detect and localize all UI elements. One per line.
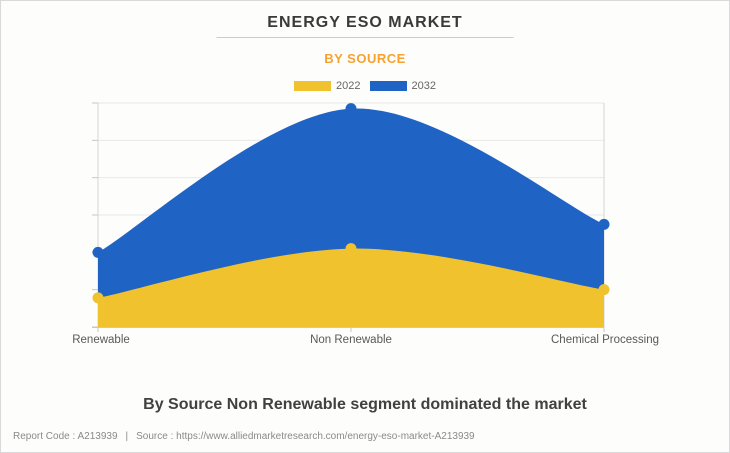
data-point-2022-non-renewable[interactable] [345, 243, 357, 255]
data-point-2032-renewable[interactable] [92, 246, 104, 258]
chart-title: ENERGY ESO MARKET [267, 14, 463, 31]
legend: 2022 2032 [1, 80, 729, 92]
x-axis-label-non-renewable: Non Renewable [310, 334, 392, 346]
x-axis-label-renewable: Renewable [72, 334, 130, 346]
footer-separator: | [125, 431, 129, 442]
legend-swatch-2022 [294, 81, 332, 91]
legend-label-2022: 2022 [336, 80, 361, 92]
title-divider [216, 37, 514, 38]
report-footer: Report Code : A213939 | Source : https://w… [13, 431, 717, 442]
legend-item-2022[interactable]: 2022 [294, 80, 361, 92]
area-series-2022 [98, 248, 604, 327]
x-axis-label-chemical-processing: Chemical Processing [550, 334, 660, 346]
source-url: Source : https://www.alliedmarketresearc… [136, 431, 475, 442]
legend-item-2032[interactable]: 2032 [369, 80, 436, 92]
data-point-2032-chemical-processing[interactable] [598, 218, 610, 230]
data-point-2032-non-renewable[interactable] [345, 103, 357, 115]
legend-label-2032: 2032 [411, 80, 436, 92]
chart-caption: By Source Non Renewable segment dominate… [143, 396, 587, 413]
chart-subtitle: BY SOURCE [324, 51, 406, 66]
data-point-2022-renewable[interactable] [92, 292, 104, 304]
data-point-2022-chemical-processing[interactable] [598, 284, 610, 296]
legend-swatch-2032 [369, 81, 407, 91]
area-chart[interactable] [1, 96, 730, 336]
report-code: Report Code : A213939 [13, 431, 118, 442]
